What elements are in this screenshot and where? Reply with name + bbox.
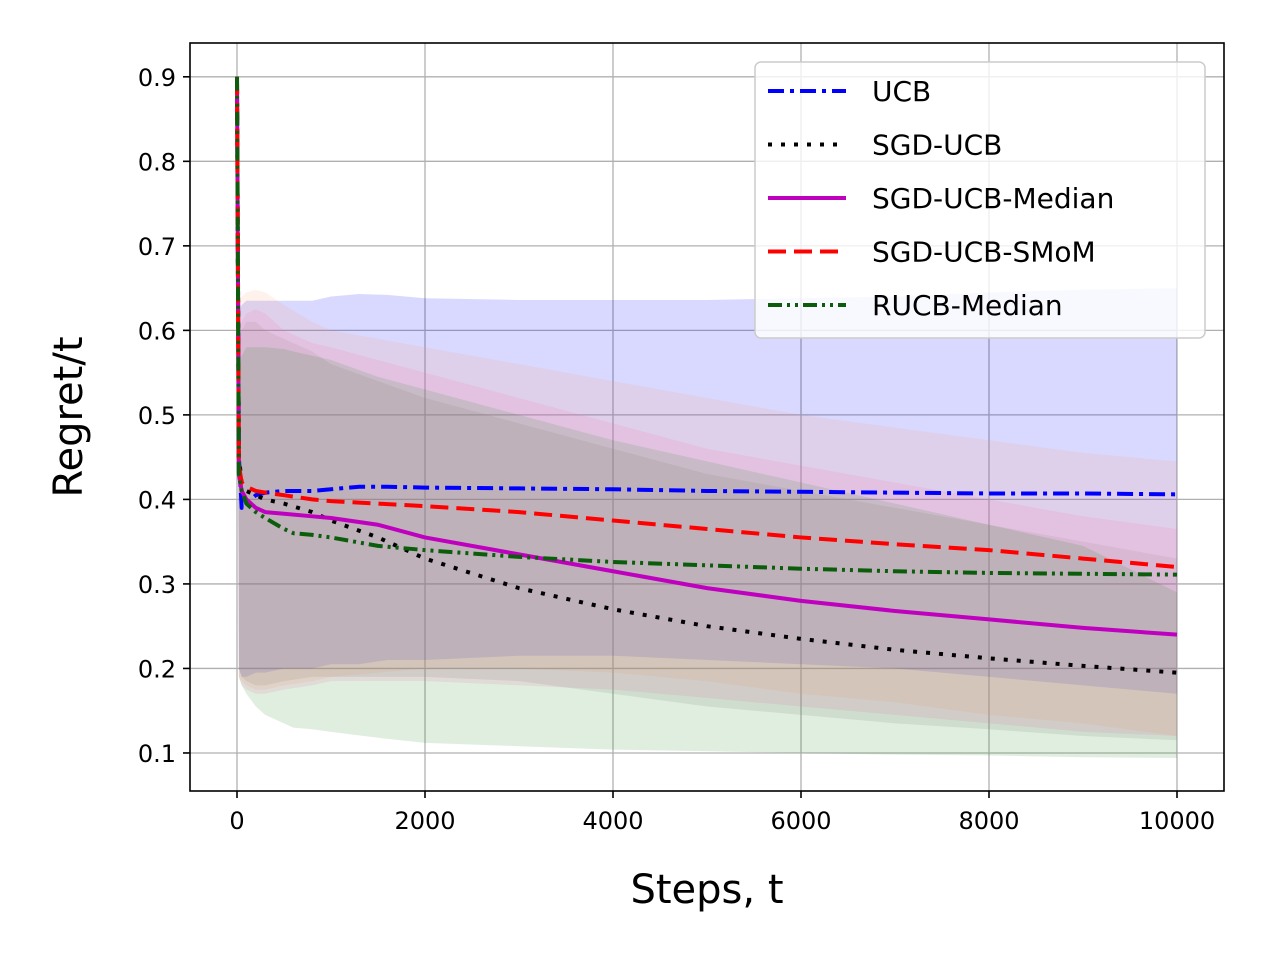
x-tick-label: 8000 <box>958 807 1019 835</box>
y-axis-label: Regret/t <box>46 336 92 497</box>
y-tick-label: 0.5 <box>138 402 176 430</box>
band-sgd-ucb-smom <box>237 76 1177 737</box>
x-axis-label: Steps, t <box>630 867 783 913</box>
legend: UCB SGD-UCB SGD-UCB-Median SGD-UCB-SMoM RUCB… <box>754 61 1206 339</box>
x-tick-label: 6000 <box>770 807 831 835</box>
band-sgd-ucb <box>237 76 1177 741</box>
y-tick-label: 0.9 <box>138 64 176 92</box>
confidence-bands <box>237 76 1177 759</box>
band-rucb-median <box>237 76 1177 759</box>
x-tick-label: 2000 <box>394 807 455 835</box>
y-tick-label: 0.3 <box>138 571 176 599</box>
y-tick-label: 0.7 <box>138 233 176 261</box>
y-tick-label: 0.6 <box>138 317 176 345</box>
legend-label-rucb-median: RUCB-Median <box>872 289 1063 322</box>
band-ucb <box>237 76 1177 694</box>
y-tick-label: 0.2 <box>138 655 176 683</box>
y-tick-label: 0.8 <box>138 148 176 176</box>
legend-box <box>754 61 1206 339</box>
x-tick-label: 0 <box>229 807 244 835</box>
line-rucb-median <box>235 76 1178 577</box>
series-lines <box>235 76 1178 675</box>
band-sgd-ucb-median <box>237 76 1177 737</box>
legend-label-ucb: UCB <box>872 75 931 108</box>
legend-label-sgd-ucb-median: SGD-UCB-Median <box>872 182 1114 215</box>
line-sgd-ucb-smom <box>235 76 1178 570</box>
x-tick-label: 10000 <box>1139 807 1215 835</box>
y-axis-ticks: 0.1 0.2 0.3 0.4 0.5 0.6 0.7 0.8 0.9 <box>138 64 190 768</box>
x-axis-ticks: 0 2000 4000 6000 8000 10000 <box>229 791 1215 835</box>
y-tick-label: 0.4 <box>138 486 176 514</box>
legend-label-sgd-ucb: SGD-UCB <box>872 129 1002 162</box>
x-tick-label: 4000 <box>582 807 643 835</box>
y-tick-label: 0.1 <box>138 740 176 768</box>
legend-label-sgd-ucb-smom: SGD-UCB-SMoM <box>872 236 1096 269</box>
plot-frame <box>189 42 1225 792</box>
